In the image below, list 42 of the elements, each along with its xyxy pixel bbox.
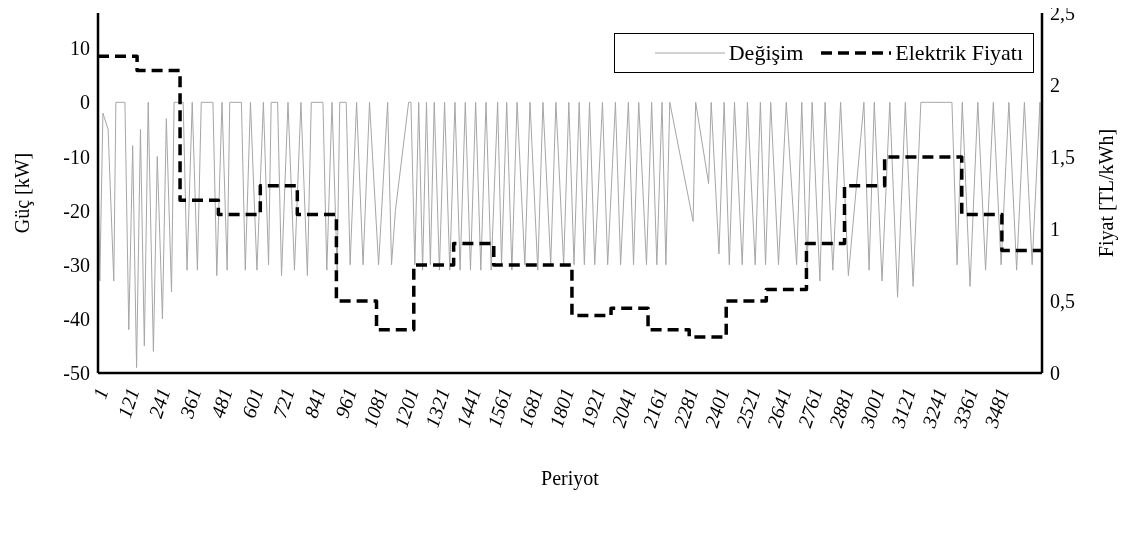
x-tick-label: 3121 xyxy=(886,385,920,431)
x-tick-label: 2281 xyxy=(669,385,703,430)
y2-tick-label: 0 xyxy=(1050,362,1060,385)
x-tick-label: 1 xyxy=(88,385,113,402)
x-tick-label: 601 xyxy=(237,385,268,421)
x-tick-label: 721 xyxy=(268,385,299,421)
x-tick-label: 2881 xyxy=(824,385,858,430)
x-tick-label: 2401 xyxy=(700,385,734,430)
x-tick-label: 361 xyxy=(174,385,206,422)
x-tick-label: 2521 xyxy=(731,385,765,430)
legend-label: Değişim xyxy=(728,40,804,66)
y-tick-label: -20 xyxy=(63,199,90,222)
y2-tick-label: 1,5 xyxy=(1050,146,1075,169)
y2-axis-title: Fiyat [TL/kWh] xyxy=(1095,128,1119,258)
x-tick-label: 2161 xyxy=(638,385,672,430)
x-tick-label: 3241 xyxy=(917,385,951,431)
y-tick-label: 10 xyxy=(70,37,90,60)
x-tick-label: 1201 xyxy=(389,385,423,430)
y-tick-label: -30 xyxy=(63,253,90,276)
x-tick-label: 2761 xyxy=(793,385,827,430)
x-tick-label: 2641 xyxy=(762,385,796,430)
line-series xyxy=(98,101,1042,369)
x-tick-label: 241 xyxy=(144,385,175,421)
y-tick-label: -40 xyxy=(63,307,90,330)
y2-tick-label: 1 xyxy=(1050,218,1060,241)
x-tick-label: 3001 xyxy=(855,385,889,431)
y-tick-label: -10 xyxy=(63,145,90,168)
y2-tick-label: 0,5 xyxy=(1050,290,1075,313)
x-tick-label: 1081 xyxy=(358,385,392,430)
x-tick-label: 481 xyxy=(206,385,237,421)
x-tick-label: 961 xyxy=(330,385,361,421)
x-tick-label: 121 xyxy=(113,385,144,421)
y-tick-label: 0 xyxy=(80,91,90,114)
x-tick-label: 2041 xyxy=(607,385,641,430)
x-tick-label: 1321 xyxy=(420,385,454,430)
y-axis-title: Güç [kW] xyxy=(11,152,35,234)
y2-tick-label: 2 xyxy=(1050,74,1060,97)
y-tick-label: -50 xyxy=(63,362,90,385)
x-tick-label: 1921 xyxy=(576,385,610,430)
x-tick-label: 841 xyxy=(299,385,330,421)
x-axis-title: Periyot xyxy=(541,467,600,490)
legend-label: Elektrik Fiyatı xyxy=(895,40,1023,66)
